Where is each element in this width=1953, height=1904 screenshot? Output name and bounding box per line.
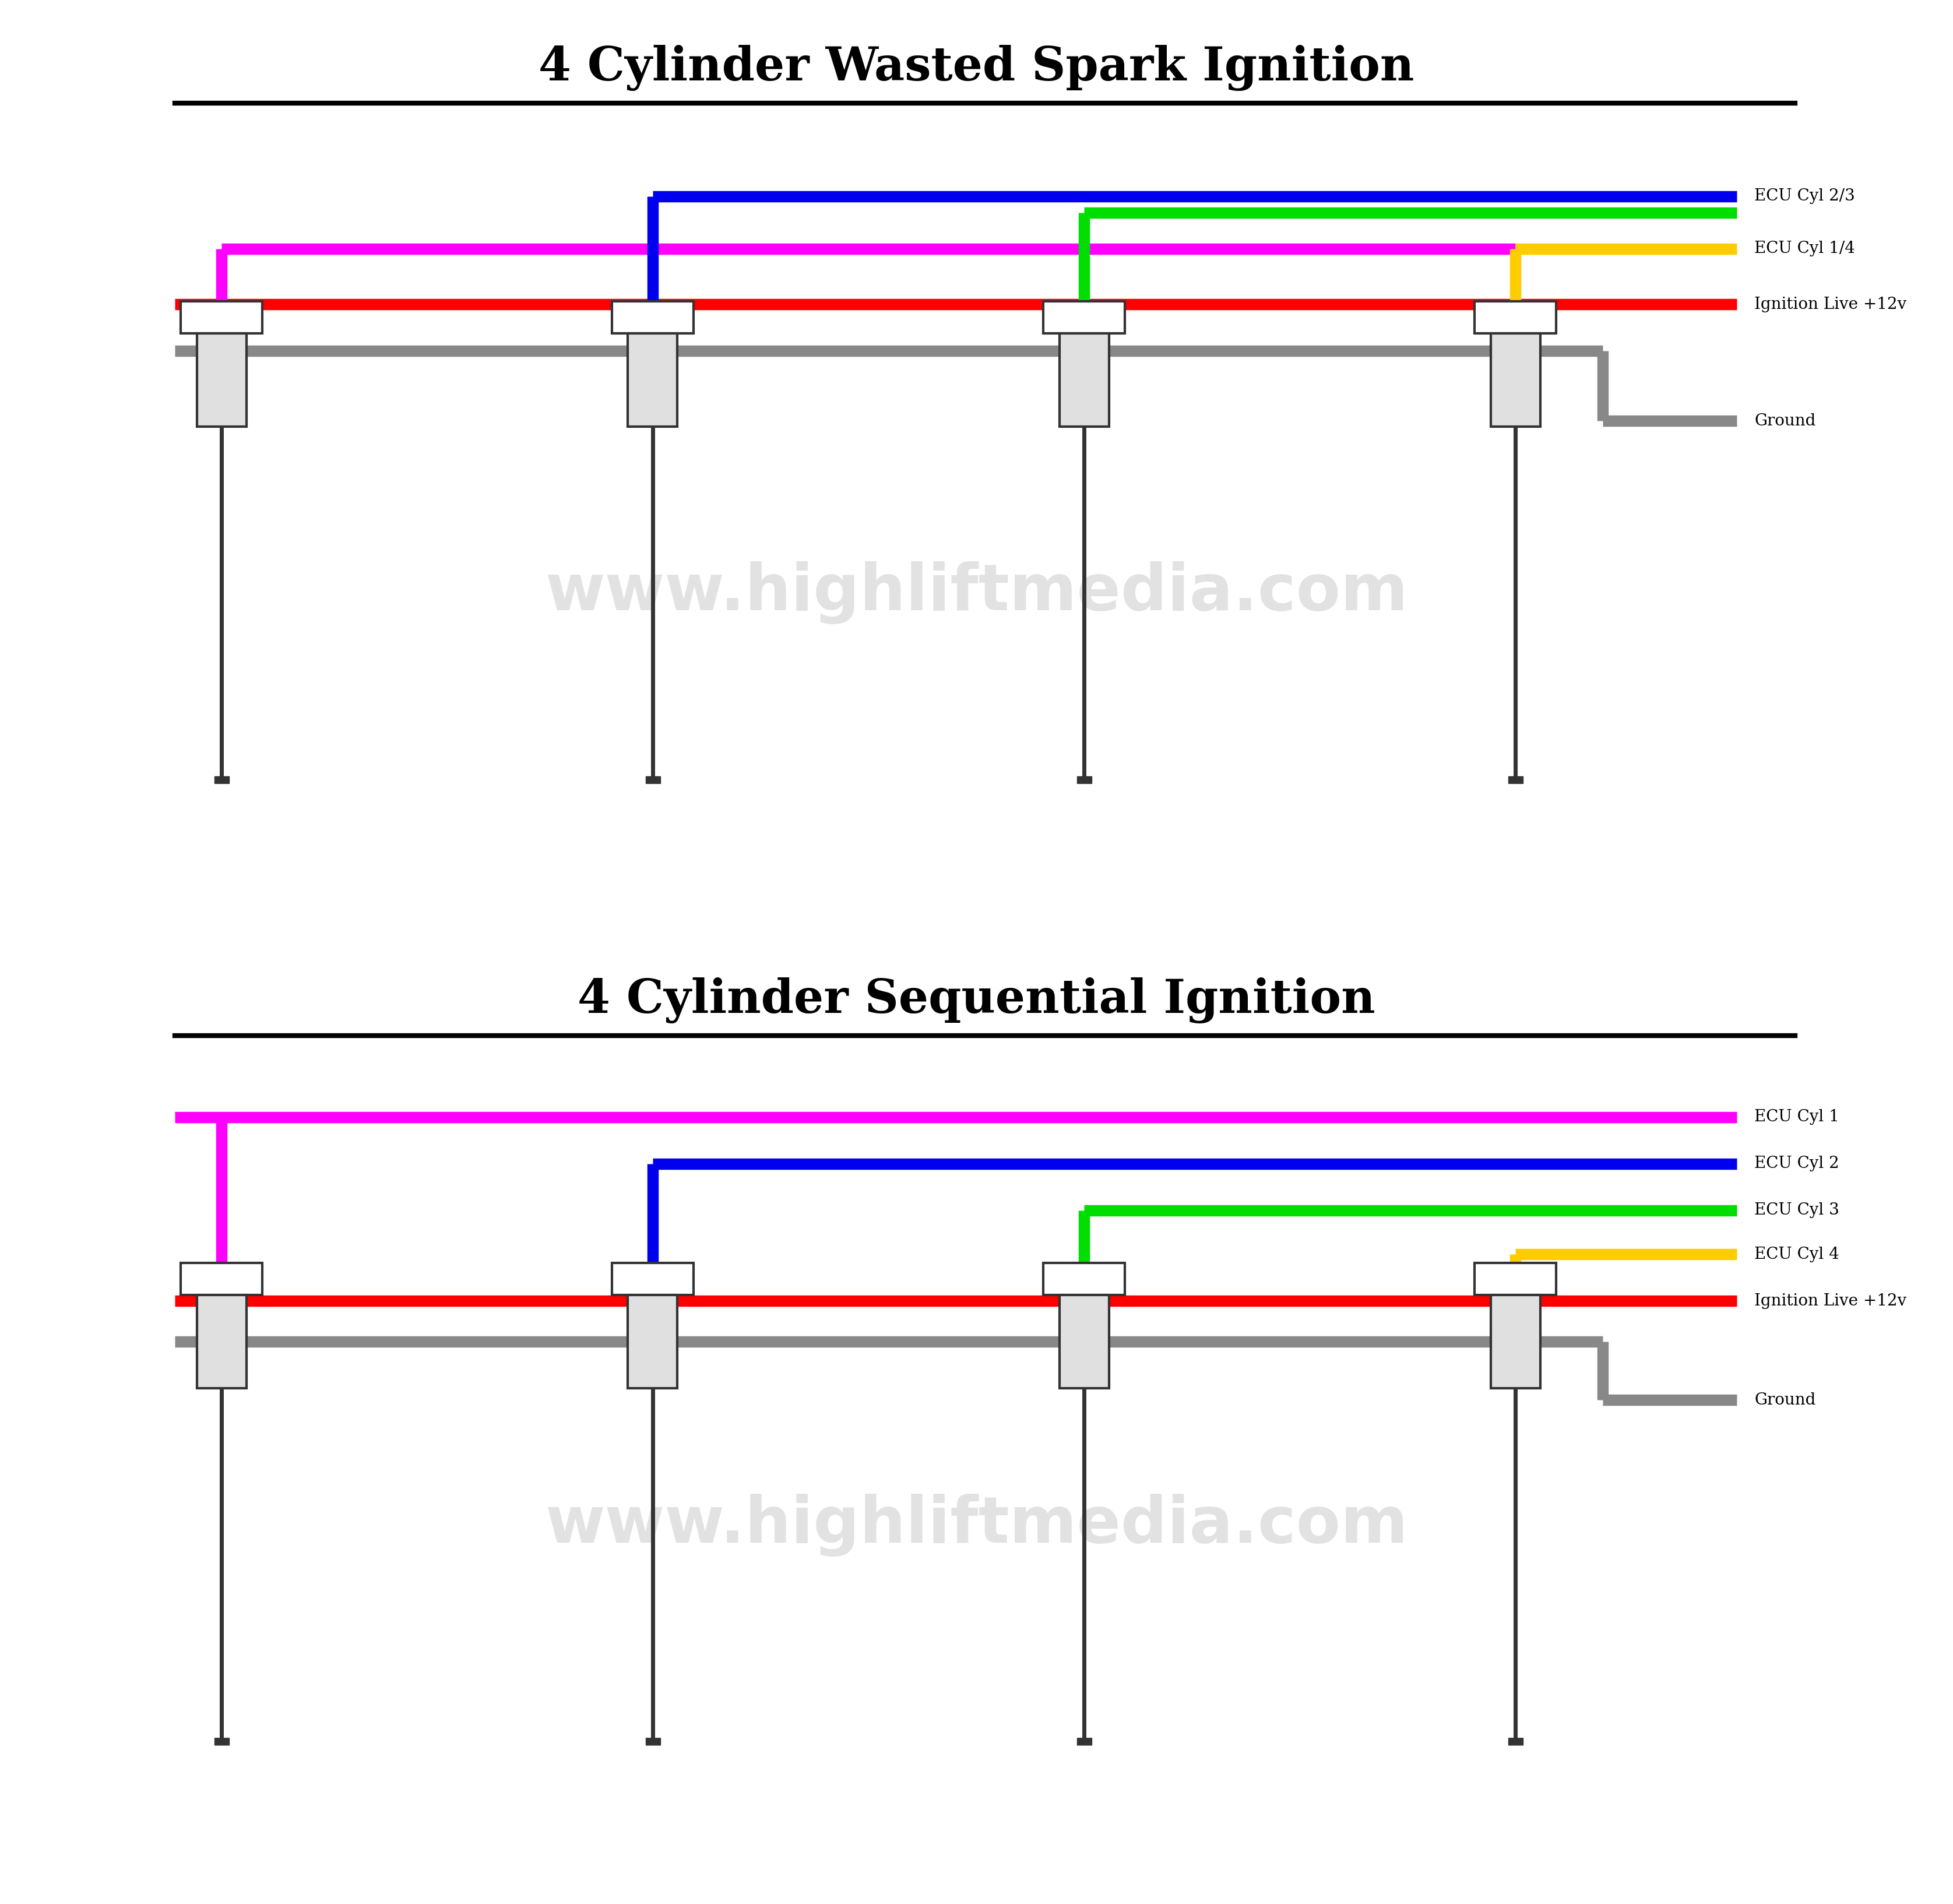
Text: ECU Cyl 3: ECU Cyl 3 [1754, 1203, 1840, 1219]
Text: www.highliftmedia.com: www.highliftmedia.com [545, 1495, 1408, 1557]
Bar [1059, 1295, 1109, 1388]
Bar [1508, 777, 1523, 783]
Text: ECU Cyl 2: ECU Cyl 2 [1754, 1156, 1840, 1171]
Bar [197, 1295, 246, 1388]
Bar [1076, 777, 1092, 783]
Bar [1490, 1295, 1541, 1388]
Bar [629, 333, 678, 426]
Bar [611, 1262, 693, 1295]
Bar [1508, 1738, 1523, 1744]
Text: Ignition Live +12v: Ignition Live +12v [1754, 297, 1906, 312]
Bar [629, 1295, 678, 1388]
Text: Ground: Ground [1754, 413, 1816, 428]
Text: ECU Cyl 1: ECU Cyl 1 [1754, 1110, 1840, 1125]
Text: 4 Cylinder Wasted Spark Ignition: 4 Cylinder Wasted Spark Ignition [539, 46, 1414, 91]
Text: Ignition Live +12v: Ignition Live +12v [1754, 1293, 1906, 1308]
Bar [1475, 1262, 1557, 1295]
Bar [182, 1262, 262, 1295]
Text: ECU Cyl 2/3: ECU Cyl 2/3 [1754, 188, 1855, 204]
Bar [1043, 301, 1125, 333]
Bar [644, 1738, 660, 1744]
Bar [1490, 333, 1541, 426]
Bar [215, 1738, 229, 1744]
Bar [1043, 1262, 1125, 1295]
Text: ECU Cyl 4: ECU Cyl 4 [1754, 1247, 1840, 1262]
Text: 4 Cylinder Sequential Ignition: 4 Cylinder Sequential Ignition [578, 977, 1375, 1024]
Text: ECU Cyl 1/4: ECU Cyl 1/4 [1754, 242, 1855, 257]
Bar [182, 301, 262, 333]
Bar [1059, 333, 1109, 426]
Bar [611, 301, 693, 333]
Bar [197, 333, 246, 426]
Text: www.highliftmedia.com: www.highliftmedia.com [545, 562, 1408, 625]
Text: Ground: Ground [1754, 1392, 1816, 1407]
Bar [1076, 1738, 1092, 1744]
Bar [644, 777, 660, 783]
Bar [215, 777, 229, 783]
Bar [1475, 301, 1557, 333]
